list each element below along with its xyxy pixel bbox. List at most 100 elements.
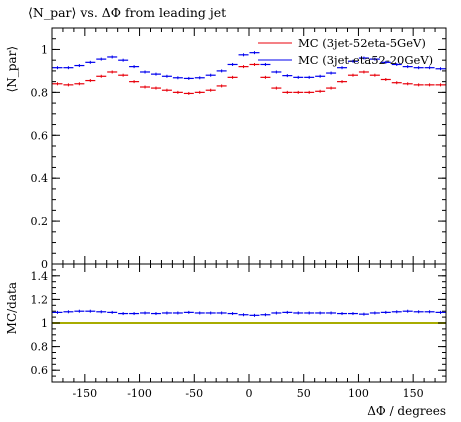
ratio-series-0-point [347, 312, 358, 316]
main-series-1-point [227, 62, 238, 66]
main-series-0-point [326, 86, 337, 90]
ratio-series-0-point [391, 310, 402, 314]
main-series-1-point [260, 62, 271, 66]
main-series-0-point [96, 74, 107, 78]
ratio-series-marks [52, 309, 446, 324]
main-series-1-point [150, 72, 161, 76]
ratio-series-0-point [282, 310, 293, 314]
main-y-tick-label: 0.6 [31, 129, 49, 142]
ratio-series-0-point [107, 310, 118, 314]
ratio-series-0-point [358, 312, 369, 316]
main-series-0-point [358, 70, 369, 74]
main-series-0-point [183, 91, 194, 95]
main-series-0-point [271, 86, 282, 90]
main-series-0-point [161, 88, 172, 92]
main-series-0-point [347, 73, 358, 77]
main-series-1-point [435, 67, 446, 71]
ratio-series-0-point [52, 310, 63, 314]
main-series-0-point [337, 80, 348, 84]
ratio-y-tick-label: 0.6 [31, 364, 49, 377]
x-tick-label: -100 [127, 387, 152, 400]
ratio-series-0-point [369, 311, 380, 315]
main-series-0-point [216, 84, 227, 88]
main-y-tick-label: 0.8 [31, 86, 49, 99]
main-series-0-point [129, 80, 140, 84]
main-series-1-point [238, 53, 249, 57]
main-y-tick-label: 1 [41, 43, 48, 56]
ratio-series-0-point [63, 310, 74, 314]
main-y-tick-label: 0 [41, 258, 48, 271]
main-series-1-point [271, 70, 282, 74]
ratio-axes: 0.6 0.8 1 1.2 1.4 -150 -100 -50 0 50 100 150 [31, 263, 447, 400]
main-series-0-point [118, 73, 129, 77]
ratio-series-0-point [194, 311, 205, 315]
main-series-0-point [293, 90, 304, 94]
ratio-plot-frame [51, 263, 447, 383]
ratio-series-0-point [216, 311, 227, 315]
main-series-0-point [85, 79, 96, 83]
main-series-1-point [315, 74, 326, 78]
ratio-series-0-point [435, 310, 446, 314]
main-series-1-point [282, 74, 293, 78]
main-y-tick-label: 0.2 [31, 215, 49, 228]
x-tick-label: 100 [348, 387, 369, 400]
main-series-0-point [435, 83, 446, 87]
main-series-1-point [118, 58, 129, 62]
ratio-series-0-point [227, 312, 238, 316]
legend-label-series-0: MC (3jet-52eta-5GeV) [298, 36, 426, 50]
main-series-0-point [150, 86, 161, 90]
main-series-0-point [140, 85, 151, 89]
ratio-series-0-point [424, 310, 435, 314]
main-series-0-point [369, 73, 380, 77]
ratio-series-0-point [413, 310, 424, 314]
ratio-series-0-point [85, 309, 96, 313]
ratio-series-0-point [118, 312, 129, 316]
main-series-1-point [194, 76, 205, 80]
main-series-1-point [205, 73, 216, 77]
ratio-series-0-point [402, 309, 413, 313]
ratio-series-0-point [304, 311, 315, 315]
ratio-series-0-point [205, 311, 216, 315]
main-series-1-point [424, 66, 435, 70]
ratio-y-tick-label: 0.8 [31, 341, 49, 354]
main-series-1-point [183, 76, 194, 80]
main-series-0-point [304, 90, 315, 94]
x-tick-label: -50 [185, 387, 203, 400]
main-series-1-point [85, 60, 96, 64]
main-series-0-point [282, 90, 293, 94]
main-y-axis-label: ⟨N_par⟩ [5, 46, 19, 92]
ratio-series-0-point [315, 311, 326, 315]
main-series-0-point [249, 62, 260, 66]
main-series-1-point [172, 76, 183, 80]
main-series-0-point [315, 89, 326, 93]
main-series-1-point [161, 74, 172, 78]
x-tick-label: 0 [246, 387, 253, 400]
main-series-0-point [172, 90, 183, 94]
main-series-1-point [96, 57, 107, 61]
main-series-1-point [380, 60, 391, 64]
main-series-0-point [52, 82, 63, 86]
ratio-series-0-point [293, 311, 304, 315]
main-series-0-point [260, 75, 271, 79]
main-series-0-point [402, 82, 413, 86]
x-tick-label: -150 [72, 387, 97, 400]
main-series-1-point [304, 75, 315, 79]
main-series-0-point [63, 83, 74, 87]
main-series-1-point [347, 59, 358, 63]
ratio-y-tick-label: 1 [41, 317, 48, 330]
ratio-series-0-point [337, 312, 348, 316]
main-series-1-point [107, 55, 118, 59]
main-series-1-point [249, 51, 260, 55]
main-series-0-point [391, 81, 402, 85]
x-tick-label: 50 [297, 387, 311, 400]
main-panel: 0 0.2 0.4 0.6 0.8 1 ⟨N_par⟩ [5, 27, 447, 271]
main-series-1-point [129, 65, 140, 69]
ratio-series-0-point [96, 310, 107, 314]
ratio-series-0-point [238, 313, 249, 317]
main-series-0-point [380, 77, 391, 81]
main-series-0-point [107, 70, 118, 74]
main-series-0-point [238, 65, 249, 69]
main-series-1-point [337, 66, 348, 70]
ratio-series-0-point [140, 311, 151, 315]
ratio-series-0-point [249, 313, 260, 317]
